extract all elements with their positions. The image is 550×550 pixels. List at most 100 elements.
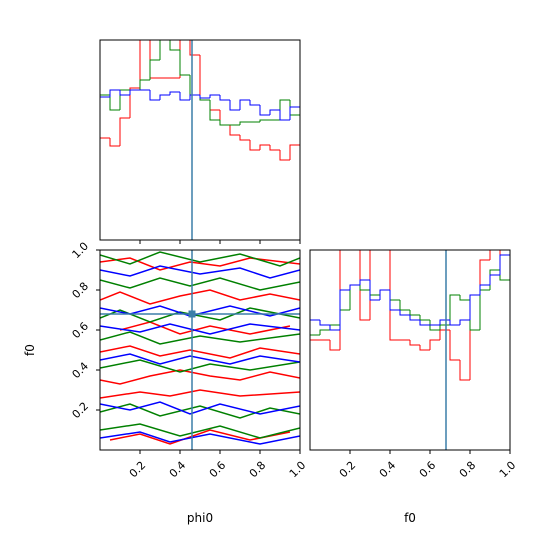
hist-step	[259, 105, 270, 116]
hist-step	[209, 94, 220, 98]
y-tick-label: 0.8	[70, 280, 92, 302]
y-tick-label: 1.0	[70, 240, 92, 262]
hist-step	[279, 110, 290, 121]
hist-step	[499, 254, 510, 275]
hist-step	[189, 94, 200, 100]
hist-step	[419, 345, 430, 351]
hist-step	[249, 140, 260, 151]
frame	[99, 39, 301, 241]
hist-step	[149, 90, 160, 101]
hist-step	[339, 309, 350, 325]
x-tick-label: 0.4	[377, 459, 399, 481]
x-tick-label: 0.2	[127, 459, 149, 481]
x-axis-label: f0	[404, 511, 416, 525]
hist-step	[189, 40, 200, 56]
hist-step	[439, 329, 450, 340]
hist-step	[469, 329, 480, 380]
hist-step	[159, 40, 170, 60]
hist-step	[399, 300, 410, 311]
hist-step	[479, 284, 490, 295]
hist-step	[439, 319, 450, 325]
hist-step	[179, 40, 181, 78]
hist-step	[449, 320, 460, 326]
hist-step	[129, 89, 140, 95]
hist-step	[449, 294, 460, 325]
y-axis-label: f0	[23, 344, 37, 356]
hist-step	[289, 106, 300, 120]
hist-step	[479, 289, 490, 330]
hist-step	[419, 315, 430, 321]
hist-step	[389, 290, 400, 311]
hist-step	[329, 325, 340, 331]
hist-step	[259, 144, 270, 150]
y-tick-label: 0.4	[70, 360, 92, 382]
hist-step	[369, 290, 380, 296]
hist-step	[149, 40, 160, 79]
hist-step	[310, 334, 320, 450]
x-tick-label: 0.8	[457, 459, 479, 481]
hist-step	[399, 310, 410, 316]
hist-step	[439, 324, 450, 330]
hist-step	[129, 87, 140, 118]
hist-step	[169, 40, 180, 51]
hist-step	[389, 290, 400, 301]
hist-step	[379, 289, 390, 295]
hist-step	[289, 144, 300, 160]
hist-step	[310, 339, 320, 450]
hist-step	[319, 329, 330, 335]
y-tick-label: 0.6	[70, 320, 92, 342]
hist-step	[229, 125, 240, 136]
hist-step	[499, 250, 510, 256]
hist-step	[359, 279, 370, 285]
hist-step	[479, 259, 490, 330]
hist-step	[249, 100, 260, 106]
hist-step	[119, 90, 130, 96]
hist-step	[469, 294, 480, 320]
hist-step	[269, 109, 280, 115]
hist-step	[109, 89, 120, 97]
hist-step	[179, 50, 190, 76]
hist-step	[199, 95, 210, 99]
hist-step	[489, 250, 500, 260]
hist-step	[349, 284, 360, 290]
hist-step	[149, 59, 160, 80]
hist-step	[219, 95, 230, 101]
hist-step	[109, 138, 120, 147]
hist-step	[499, 270, 510, 281]
hist-step	[100, 137, 110, 240]
hist-step	[459, 295, 470, 301]
hist-step	[100, 94, 110, 240]
hist-step	[379, 250, 390, 251]
hist-step	[349, 284, 360, 310]
x-tick-label: 0.6	[417, 459, 439, 481]
hist-step	[359, 285, 370, 291]
hist-step	[369, 250, 371, 320]
hist-step	[269, 145, 280, 151]
hist-step	[209, 100, 220, 111]
hist-step	[119, 117, 130, 146]
hist-step	[219, 110, 230, 126]
hist-step	[409, 315, 420, 321]
hist-step	[339, 289, 350, 330]
hist-step	[239, 135, 250, 141]
histograms	[310, 250, 510, 450]
x-tick-label: 1.0	[497, 459, 519, 481]
hist-step	[429, 339, 440, 350]
frame	[99, 249, 301, 451]
hist-step	[339, 250, 341, 350]
hist-step	[359, 250, 370, 321]
hist-step	[409, 310, 420, 316]
hist-step	[259, 119, 270, 122]
hist-step	[329, 340, 340, 351]
x-axis-label: phi0	[187, 511, 213, 525]
hist-step	[219, 120, 230, 126]
x-tick-label: 0.4	[167, 459, 189, 481]
hist-step	[379, 289, 390, 300]
contours	[100, 251, 300, 445]
x-tick-label: 0.6	[207, 459, 229, 481]
hist-step	[179, 92, 190, 101]
hist-step	[449, 330, 460, 361]
hist-step	[389, 250, 400, 341]
hist-step	[409, 340, 420, 346]
